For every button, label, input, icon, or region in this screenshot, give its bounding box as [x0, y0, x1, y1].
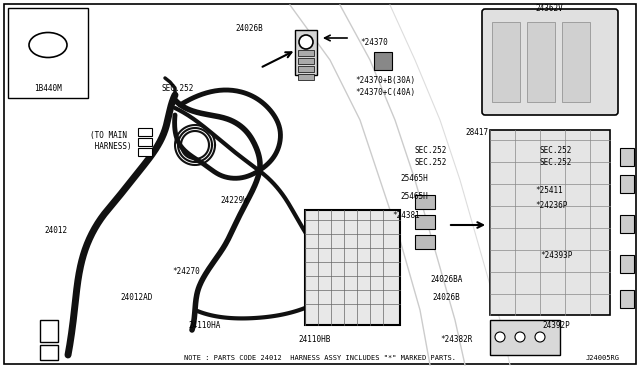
Circle shape	[535, 332, 545, 342]
Text: 24392P: 24392P	[542, 321, 570, 330]
Bar	[620, 175, 634, 193]
Bar	[562, 22, 590, 102]
Text: *24382R: *24382R	[440, 336, 472, 344]
Circle shape	[495, 332, 505, 342]
Text: 24229W: 24229W	[220, 196, 248, 205]
Text: 1B440M: 1B440M	[34, 83, 62, 93]
Text: *24393P: *24393P	[540, 250, 572, 260]
Text: NOTE : PARTS CODE 24012  HARNESS ASSY INCLUDES "*" MARKED PARTS.: NOTE : PARTS CODE 24012 HARNESS ASSY INC…	[184, 355, 456, 361]
Bar	[415, 195, 435, 209]
Bar	[415, 235, 435, 249]
Bar	[8, 8, 88, 98]
Text: 24012: 24012	[44, 225, 67, 234]
Bar	[138, 128, 152, 136]
Bar	[527, 22, 555, 102]
Text: 25465H: 25465H	[400, 192, 428, 201]
Bar	[620, 290, 634, 308]
Text: SEC.252: SEC.252	[162, 83, 195, 93]
Text: *24270: *24270	[172, 267, 200, 276]
Text: *24370+C(40A): *24370+C(40A)	[355, 87, 415, 96]
Bar	[374, 52, 392, 70]
Text: *24370+B(30A): *24370+B(30A)	[355, 76, 415, 84]
Bar	[620, 255, 634, 273]
Text: 24110HB: 24110HB	[298, 336, 330, 344]
Text: HARNESS): HARNESS)	[90, 141, 132, 151]
Text: 24026B: 24026B	[235, 23, 263, 32]
Text: *24370: *24370	[360, 38, 388, 46]
Text: (TO MAIN: (TO MAIN	[90, 131, 127, 140]
Text: 24012AD: 24012AD	[120, 294, 152, 302]
Text: SEC.252: SEC.252	[415, 157, 447, 167]
Bar	[138, 138, 152, 146]
Bar	[492, 22, 520, 102]
Bar	[40, 345, 58, 360]
Text: 28417: 28417	[465, 128, 488, 137]
Bar	[415, 215, 435, 229]
Text: SEC.252: SEC.252	[540, 145, 572, 154]
FancyBboxPatch shape	[482, 9, 618, 115]
Bar	[620, 215, 634, 233]
Text: 24110HA: 24110HA	[188, 321, 220, 330]
Circle shape	[299, 35, 313, 49]
Text: SEC.252: SEC.252	[415, 145, 447, 154]
Bar	[298, 58, 314, 64]
Text: J24005RG: J24005RG	[586, 355, 620, 361]
Text: 24362V: 24362V	[535, 3, 563, 13]
Text: 25465H: 25465H	[400, 173, 428, 183]
Bar	[305, 210, 400, 325]
Text: 24026B: 24026B	[432, 292, 460, 301]
Text: *25411: *25411	[535, 186, 563, 195]
Text: *24236P: *24236P	[535, 201, 568, 209]
Text: 24026BA: 24026BA	[430, 276, 462, 285]
Bar	[298, 50, 314, 56]
Bar	[298, 66, 314, 72]
Bar	[490, 130, 610, 315]
Circle shape	[515, 332, 525, 342]
Bar	[295, 30, 317, 75]
Bar	[298, 74, 314, 80]
Bar	[138, 148, 152, 156]
Bar	[620, 148, 634, 166]
Ellipse shape	[29, 32, 67, 58]
Bar	[40, 320, 58, 342]
Text: *24381: *24381	[392, 211, 420, 219]
Bar	[490, 320, 560, 355]
Text: SEC.252: SEC.252	[540, 157, 572, 167]
